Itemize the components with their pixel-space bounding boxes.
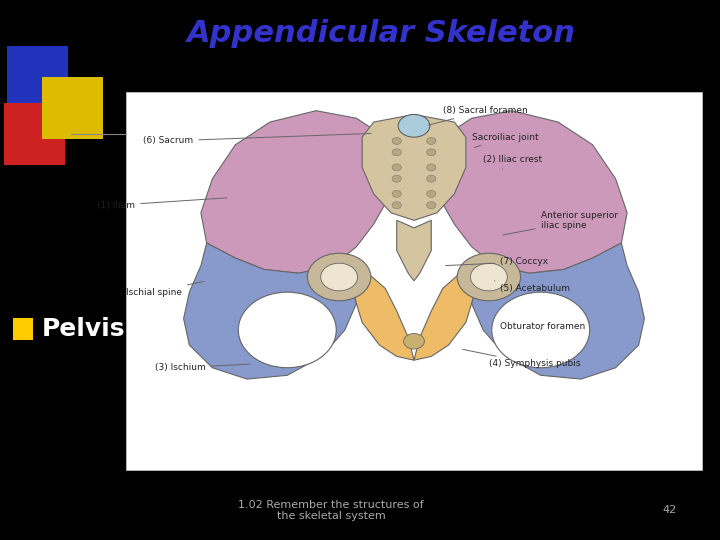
FancyBboxPatch shape	[4, 103, 65, 165]
Text: Sacroiliac joint: Sacroiliac joint	[472, 133, 539, 147]
Circle shape	[392, 138, 401, 144]
Polygon shape	[397, 220, 431, 281]
Ellipse shape	[492, 292, 590, 368]
Circle shape	[427, 138, 436, 144]
FancyBboxPatch shape	[126, 92, 702, 470]
Circle shape	[427, 176, 436, 182]
Polygon shape	[201, 111, 397, 273]
FancyBboxPatch shape	[13, 318, 33, 340]
FancyBboxPatch shape	[7, 46, 68, 108]
Polygon shape	[472, 243, 644, 379]
Circle shape	[392, 176, 401, 182]
Text: Appendicular Skeleton: Appendicular Skeleton	[187, 19, 576, 48]
Circle shape	[427, 191, 436, 197]
Polygon shape	[414, 273, 477, 360]
Text: (8) Sacral foramen: (8) Sacral foramen	[428, 106, 528, 125]
Text: Obturator foramen: Obturator foramen	[500, 322, 585, 330]
Circle shape	[320, 263, 358, 291]
Ellipse shape	[398, 114, 430, 137]
Polygon shape	[184, 243, 356, 379]
Text: 1.02 Remember the structures of
the skeletal system: 1.02 Remember the structures of the skel…	[238, 500, 424, 521]
Circle shape	[427, 149, 436, 156]
Text: (7) Coccyx: (7) Coccyx	[446, 258, 549, 266]
Circle shape	[392, 164, 401, 171]
Polygon shape	[431, 111, 627, 273]
Text: (3) Ischium: (3) Ischium	[155, 363, 250, 372]
Ellipse shape	[238, 292, 336, 368]
Circle shape	[392, 202, 401, 208]
Circle shape	[307, 253, 371, 301]
Circle shape	[392, 191, 401, 197]
Text: Anterior superior
iliac spine: Anterior superior iliac spine	[503, 211, 618, 235]
Text: (2) Iliac crest: (2) Iliac crest	[483, 156, 542, 170]
Circle shape	[470, 263, 508, 291]
Text: Pelvis: Pelvis	[42, 317, 125, 341]
Text: Ischial spine: Ischial spine	[126, 281, 204, 296]
Circle shape	[404, 334, 424, 349]
Text: (1) Ilium: (1) Ilium	[97, 198, 227, 210]
Circle shape	[392, 149, 401, 156]
Circle shape	[427, 164, 436, 171]
Circle shape	[427, 202, 436, 208]
Polygon shape	[351, 273, 414, 360]
FancyBboxPatch shape	[42, 77, 103, 139]
Polygon shape	[362, 114, 466, 220]
Text: (6) Sacrum: (6) Sacrum	[143, 133, 371, 145]
Text: (5) Acetabulum: (5) Acetabulum	[495, 281, 570, 293]
Text: (4) Symphysis pubis: (4) Symphysis pubis	[463, 349, 580, 368]
Text: 42: 42	[662, 505, 677, 515]
Circle shape	[457, 253, 521, 301]
